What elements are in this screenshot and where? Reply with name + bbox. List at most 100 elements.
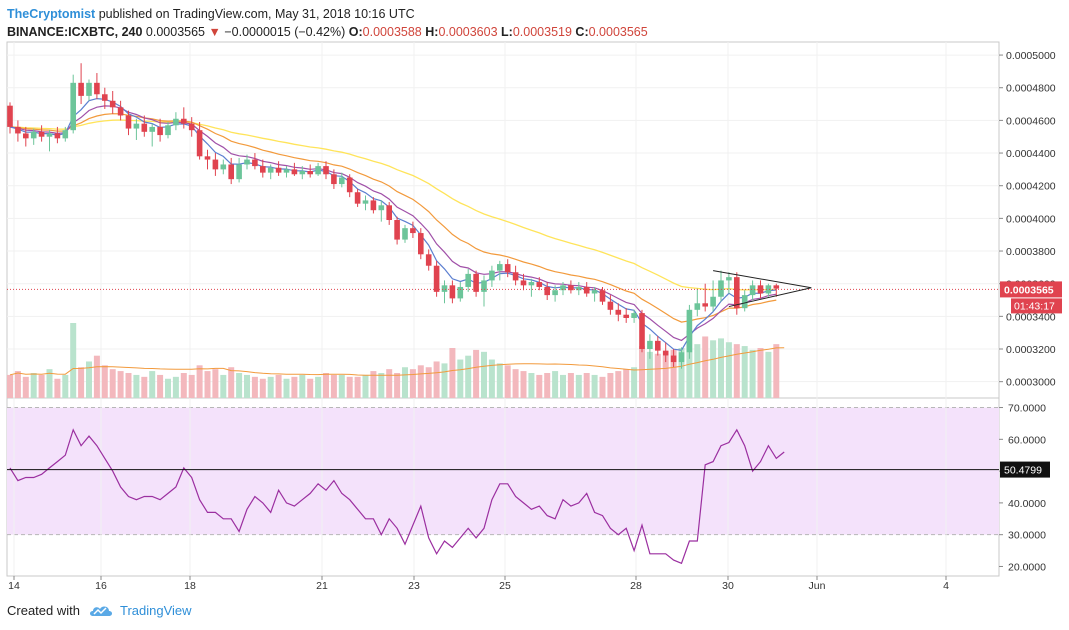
rsi-tick-label: 30.0000 — [1008, 530, 1046, 542]
candle-body — [457, 286, 464, 299]
volume-bar — [409, 369, 416, 398]
time-tick-label: 18 — [184, 580, 196, 592]
time-tick-label: 21 — [316, 580, 328, 592]
published-text: published on TradingView.com, May 31, 20… — [98, 7, 415, 21]
countdown-badge — [1011, 298, 1062, 314]
candle — [457, 282, 464, 302]
candle — [78, 63, 84, 105]
candle-body — [102, 94, 108, 101]
volume-bar — [78, 367, 85, 398]
created-with-label: Created with — [7, 603, 80, 618]
candle — [702, 283, 708, 312]
price-axis[interactable]: 0.0005000 0.0004800 0.0004600 0.0004400 0.00… — [999, 50, 1062, 389]
volume-bar — [204, 371, 211, 398]
candle-body — [86, 82, 92, 96]
candle — [378, 200, 385, 222]
volume-bar — [765, 351, 772, 398]
candle-body — [196, 130, 203, 157]
candle-body — [686, 309, 693, 353]
candle — [252, 153, 258, 170]
candle-body — [173, 118, 179, 126]
candle-body — [15, 126, 21, 134]
candle-body — [402, 228, 408, 240]
candle-body — [607, 301, 614, 310]
candle-body — [465, 273, 471, 287]
candle — [615, 303, 622, 322]
candle-body — [591, 290, 598, 294]
rsi-current-badge — [1000, 461, 1050, 478]
candle — [465, 268, 471, 292]
candle-body — [315, 166, 321, 175]
high-label: H: — [425, 25, 439, 39]
candle-body — [670, 355, 677, 363]
volume-bar — [488, 359, 495, 398]
candle-body — [54, 133, 61, 139]
candle-body — [726, 277, 732, 281]
candle-body — [260, 166, 266, 173]
volume-bar — [196, 365, 203, 398]
rsi-axis[interactable]: 70.000060.000050.000040.000030.000020.00… — [999, 403, 1050, 574]
candle-body — [544, 286, 550, 296]
volume-bar — [354, 376, 361, 398]
volume-bar — [694, 344, 701, 398]
candle-body — [307, 171, 313, 175]
author-link[interactable]: TheCryptomist — [7, 7, 96, 21]
candle — [647, 334, 653, 359]
volume-bar — [725, 342, 732, 398]
volume-bar — [251, 376, 258, 398]
candle-body — [552, 290, 558, 296]
candle — [109, 90, 116, 114]
volume-bar — [180, 373, 187, 398]
candle — [765, 283, 772, 297]
candle-body — [765, 285, 772, 294]
volume-bar — [512, 369, 519, 398]
volume-bar — [718, 338, 724, 398]
candle-body — [631, 313, 637, 318]
candle-body — [181, 118, 187, 124]
current-price-label: 0.0003565 — [1004, 284, 1054, 296]
candle-body — [662, 350, 669, 356]
chart-canvas[interactable]: 0.0005000 0.0004800 0.0004600 0.0004400 0.00… — [0, 0, 1069, 600]
candle — [749, 280, 756, 301]
candle — [196, 122, 203, 160]
volume-bar — [433, 361, 440, 398]
candle-body — [117, 107, 124, 116]
candle-body — [354, 192, 361, 204]
volume-bar — [346, 376, 353, 398]
candle-body — [568, 285, 574, 291]
volume-bar — [30, 373, 37, 398]
candle — [694, 288, 701, 317]
price-tick-label: 0.0004800 — [1006, 83, 1056, 95]
candles[interactable] — [7, 63, 780, 369]
tradingview-brand[interactable]: TradingView — [119, 603, 192, 618]
volume-bar — [552, 371, 559, 398]
candle — [734, 272, 740, 315]
candle-body — [386, 205, 392, 220]
volume-bar — [702, 336, 709, 398]
price-tick-label: 0.0003800 — [1006, 246, 1056, 258]
candle — [441, 280, 448, 304]
price-change: −0.0000015 (−0.42%) — [224, 25, 346, 39]
candle — [773, 283, 780, 297]
countdown-label: 01:43:17 — [1014, 300, 1055, 312]
candle — [165, 122, 171, 139]
candle — [267, 164, 274, 180]
volume-bar — [449, 348, 456, 398]
candle — [220, 159, 227, 175]
candle — [394, 216, 400, 245]
candle-body — [346, 177, 353, 193]
candle — [70, 74, 76, 134]
time-tick-label: 25 — [499, 580, 511, 592]
volume-bar — [236, 373, 243, 398]
candle-body — [109, 100, 116, 108]
volume-bar — [93, 355, 100, 398]
volume-bar — [362, 374, 369, 398]
time-axis[interactable]: 14 16 18 21 23 25 28 30 Jun 4 — [7, 575, 999, 592]
volume-bar — [536, 374, 543, 398]
volume-bar — [520, 371, 527, 398]
high-value: 0.0003603 — [438, 25, 498, 39]
price-tick-label: 0.0003400 — [1006, 311, 1056, 323]
candle-body — [283, 169, 290, 173]
drawings — [7, 270, 999, 308]
volume-bar — [654, 353, 661, 398]
